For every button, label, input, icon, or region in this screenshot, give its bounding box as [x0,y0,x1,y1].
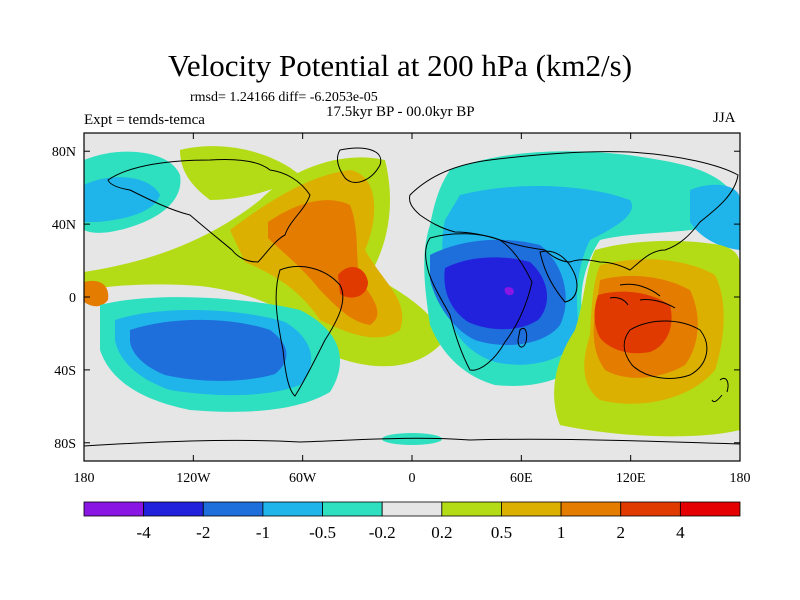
season-label: JJA [713,110,736,126]
lat-tick-label: 80N [52,145,76,160]
coastlines [84,147,740,447]
colorbar-label: 1 [557,523,566,542]
lat-tick-label: 40N [52,218,76,233]
colorbar-label: -0.5 [309,523,336,542]
lon-tick-label: 180 [74,471,95,486]
colorbar-swatch [83,501,145,517]
period-label: 17.5kyr BP - 00.0kyr BP [326,104,475,120]
experiment-label: Expt = temds-temca [84,112,205,128]
colorbar: -4 -2 -1 -0.5 -0.2 0.2 0.5 1 2 4 [83,501,741,542]
colorbar-swatch [322,501,383,517]
colorbar-swatch [501,501,562,517]
colorbar-label: 4 [676,523,685,542]
lon-tick-label: 120E [616,471,646,486]
longitude-ticks: 180 120W 60W 0 60E 120E 180 [74,133,751,486]
colorbar-swatch [620,501,681,517]
lon-tick-label: 60E [510,471,533,486]
colorbar-swatch [560,501,622,517]
stats-label: rmsd= 1.24166 diff= -6.2053e-05 [190,90,378,105]
lon-tick-label: 120W [176,471,211,486]
colorbar-label: -1 [256,523,270,542]
colorbar-label: -0.2 [369,523,396,542]
lat-tick-label: 0 [69,291,76,306]
colorbar-label: 2 [616,523,625,542]
latitude-ticks: 80N 40N 0 40S 80S [52,145,740,452]
colorbar-label: -4 [137,523,152,542]
lon-tick-label: 0 [409,471,416,486]
colorbar-swatch [202,501,264,517]
colorbar-label: 0.5 [491,523,512,542]
lat-tick-label: 80S [54,437,76,452]
contour-field [84,133,740,461]
colorbar-swatch [143,501,204,517]
lon-tick-label: 180 [730,471,751,486]
colorbar-swatch [381,501,443,517]
colorbar-swatch [441,501,502,517]
colorbar-label: -2 [196,523,210,542]
colorbar-swatch [679,501,741,517]
lon-tick-label: 60W [289,471,317,486]
figure-title: Velocity Potential at 200 hPa (km2/s) [167,48,633,83]
colorbar-label: 0.2 [431,523,452,542]
lat-tick-label: 40S [54,364,76,379]
colorbar-swatch [262,501,323,517]
